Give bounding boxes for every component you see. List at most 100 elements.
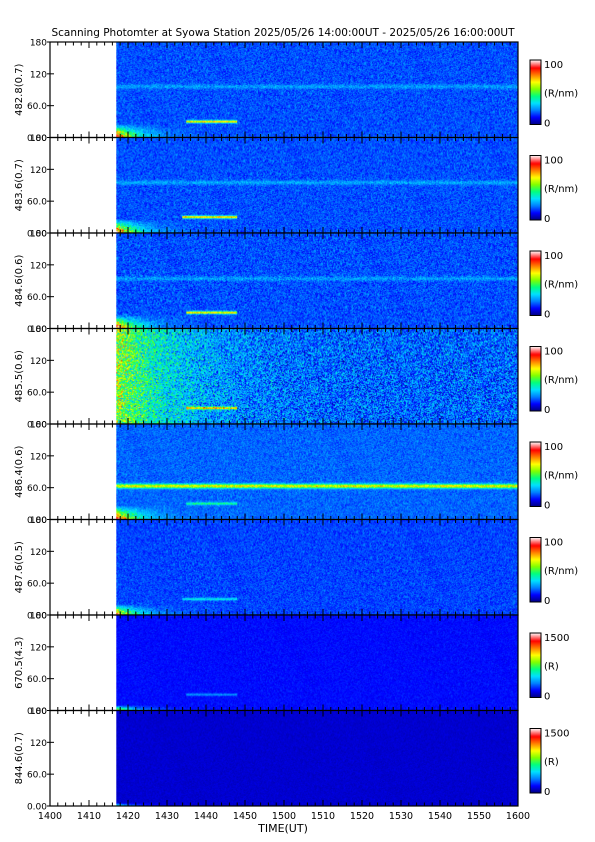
colorbar-step — [530, 294, 541, 296]
colorbar-step — [530, 203, 541, 206]
colorbar-frame — [529, 728, 542, 794]
colorbar-step — [530, 458, 541, 460]
colorbar-step — [530, 566, 541, 569]
colorbar-step — [530, 371, 541, 373]
colorbar-step — [530, 94, 541, 96]
colorbar-step — [530, 644, 541, 647]
colorbar-step — [530, 463, 541, 466]
y-tick-label: 180 — [30, 230, 47, 240]
colorbar-step — [530, 165, 541, 167]
colorbar-step — [530, 385, 541, 387]
colorbar-step — [530, 374, 541, 377]
colorbar-step — [530, 473, 541, 475]
colorbar-step — [530, 565, 541, 568]
y-tick-label: 0.00 — [27, 707, 47, 717]
colorbar-step — [530, 667, 541, 669]
colorbar-step — [530, 731, 541, 734]
colorbar-step — [530, 255, 541, 257]
colorbar-step — [530, 459, 541, 461]
colorbar-step — [530, 161, 541, 164]
y-tick-label: 120 — [30, 452, 47, 462]
colorbar-step — [530, 482, 541, 485]
colorbar-step — [530, 504, 541, 506]
colorbar-step — [530, 359, 541, 361]
colorbar-step — [530, 568, 541, 571]
colorbar-step — [530, 380, 541, 383]
colorbar-step — [530, 474, 541, 476]
colorbar-step — [530, 502, 541, 504]
colorbar-step — [530, 290, 541, 293]
panel-7: 0.00 60.0 120 180 670.5(4.3) 1500 0 (R) — [14, 612, 569, 718]
colorbar-step — [530, 288, 541, 291]
colorbar-step — [530, 492, 541, 495]
colorbar-step — [530, 108, 541, 110]
colorbar-step — [530, 452, 541, 455]
colorbar-step — [530, 460, 541, 462]
colorbar-step — [530, 211, 541, 213]
colorbar-step — [530, 693, 541, 695]
colorbar-step — [530, 355, 541, 357]
y-tick-label: 180 — [30, 39, 47, 49]
colorbar-step — [530, 497, 541, 500]
colorbar-step — [530, 539, 541, 542]
colorbar-step — [530, 195, 541, 197]
colorbar-step — [530, 275, 541, 278]
colorbar-step — [530, 370, 541, 372]
colorbar-step — [530, 446, 541, 448]
colorbar-max-label: 100 — [544, 60, 563, 71]
colorbar-step — [530, 394, 541, 397]
colorbar-step — [530, 658, 541, 661]
colorbar-step — [530, 170, 541, 173]
colorbar-step — [530, 280, 541, 282]
x-tick-label: 1440 — [194, 811, 218, 822]
colorbar-unit-label: (R/nm) — [544, 279, 578, 290]
colorbar-step — [530, 61, 541, 63]
colorbar-step — [530, 637, 541, 639]
colorbar-step — [530, 289, 541, 292]
colorbar-max-label: 100 — [544, 251, 563, 262]
colorbar-step — [530, 588, 541, 590]
colorbar-step — [530, 765, 541, 767]
colorbar-step — [530, 298, 541, 300]
colorbar-min-label: 0 — [544, 405, 550, 416]
y-tick-label: 0.00 — [27, 421, 47, 431]
colorbar-step — [530, 167, 541, 169]
colorbar-step — [530, 360, 541, 363]
colorbar-step — [530, 158, 541, 161]
colorbar-step — [530, 684, 541, 687]
colorbar-step — [530, 202, 541, 205]
colorbar-step — [530, 785, 541, 788]
colorbar-step — [530, 76, 541, 78]
colorbar-min-label: 0 — [544, 596, 550, 607]
colorbar-step — [530, 689, 541, 692]
colorbar-step — [530, 665, 541, 667]
colorbar-step — [530, 469, 541, 472]
colorbar-step — [530, 92, 541, 94]
colorbar-step — [530, 766, 541, 768]
heatmap-image — [116, 233, 519, 329]
colorbar-step — [530, 572, 541, 575]
y-tick-label: 60.0 — [27, 771, 47, 781]
colorbar-7: 1500 0 (R) — [529, 632, 569, 703]
colorbar-min-label: 0 — [544, 310, 550, 321]
colorbar-step — [530, 107, 541, 109]
colorbar-step — [530, 194, 541, 196]
colorbar-step — [530, 111, 541, 114]
colorbar-step — [530, 110, 541, 113]
colorbar-step — [530, 596, 541, 599]
colorbar-step — [530, 99, 541, 102]
colorbar-step — [530, 788, 541, 791]
colorbar-step — [530, 309, 541, 311]
colorbar-step — [530, 72, 541, 75]
colorbar-step — [530, 560, 541, 562]
colorbar-step — [530, 580, 541, 583]
colorbar-step — [530, 545, 541, 547]
colorbar-step — [530, 73, 541, 76]
colorbar-step — [530, 773, 541, 776]
colorbar-step — [530, 755, 541, 757]
y-tick-label: 180 — [30, 134, 47, 144]
colorbar-step — [530, 581, 541, 584]
colorbar-step — [530, 206, 541, 208]
colorbar-step — [530, 392, 541, 395]
